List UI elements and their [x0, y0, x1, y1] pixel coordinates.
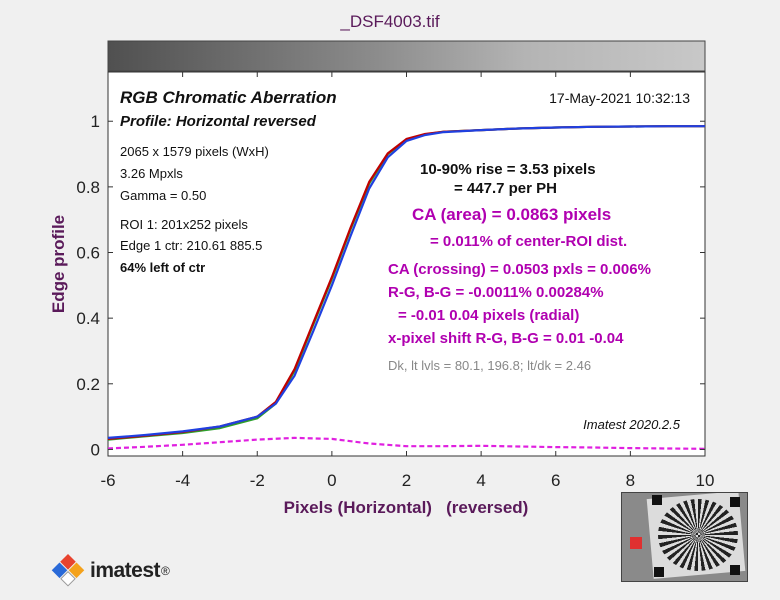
chart-subtitle: Profile: Horizontal reversed [120, 113, 317, 130]
roi-marker [630, 537, 642, 549]
gray-scale-bar [107, 40, 706, 72]
imatest-logo-icon [51, 554, 85, 588]
window-title: _DSF4003.tif [340, 12, 440, 31]
x-tick-label: 4 [476, 471, 485, 490]
target-thumbnail [621, 492, 748, 582]
x-tick-label: 2 [402, 471, 411, 490]
annotation-shift: x-pixel shift R-G, B-G = 0.01 -0.04 [388, 330, 624, 347]
x-tick-label: -4 [175, 471, 190, 490]
series-line-3 [107, 436, 706, 450]
imatest-logo-text: imatest [90, 559, 161, 582]
y-tick-label: 1 [91, 112, 100, 131]
annotation-ca-area: CA (area) = 0.0863 pixels [412, 205, 611, 224]
annotation-rg-bg: R-G, B-G = -0.0011% 0.00284% [388, 284, 604, 301]
series-line-2 [107, 125, 705, 439]
plot-area [107, 71, 706, 457]
info-roi: ROI 1: 201x252 pixels [120, 217, 248, 232]
y-axis-label: Edge profile [49, 215, 68, 313]
imatest-logo-reg: ® [161, 564, 170, 578]
y-tick-label: 0.4 [76, 309, 100, 328]
annotation-per-ph: = 447.7 per PH [454, 180, 557, 197]
x-tick-label: 6 [551, 471, 560, 490]
series-layer [107, 125, 706, 450]
chart-date: 17-May-2021 10:32:13 [549, 90, 690, 106]
imatest-logo: imatest ® [51, 554, 170, 587]
y-tick-label: 0 [91, 440, 100, 459]
annotation-rise: 10-90% rise = 3.53 pixels [420, 161, 596, 178]
annotation-levels: Dk, lt lvls = 80.1, 196.8; lt/dk = 2.46 [388, 358, 591, 373]
annotation-ca-area-pct: = 0.011% of center-ROI dist. [430, 233, 627, 250]
info-size: 2065 x 1579 pixels (WxH) [120, 144, 269, 159]
x-tick-label: 0 [327, 471, 336, 490]
info-gamma: Gamma = 0.50 [120, 188, 206, 203]
annotation-version: Imatest 2020.2.5 [583, 417, 681, 432]
annotation-ca-crossing: CA (crossing) = 0.0503 pxls = 0.006% [388, 261, 651, 278]
info-edge-ctr: Edge 1 ctr: 210.61 885.5 [120, 238, 262, 253]
annotation-radial: = -0.01 0.04 pixels (radial) [398, 307, 579, 324]
y-tick-label: 0.2 [76, 375, 100, 394]
x-tick-label: -2 [250, 471, 265, 490]
y-tick-label: 0.6 [76, 244, 100, 263]
y-tick-label: 0.8 [76, 178, 100, 197]
info-mpxls: 3.26 Mpxls [120, 166, 183, 181]
axis-layer: -6 -4 -2 0 2 4 6 8 10 0 0.2 0.4 0.6 0.8 1 [76, 72, 714, 490]
x-tick-label: 10 [696, 471, 715, 490]
x-tick-label: -6 [100, 471, 115, 490]
x-tick-label: 8 [626, 471, 635, 490]
x-axis-label: Pixels (Horizontal) (reversed) [284, 498, 529, 517]
chart-title: RGB Chromatic Aberration [120, 88, 337, 107]
info-left-of-ctr: 64% left of ctr [120, 260, 205, 275]
